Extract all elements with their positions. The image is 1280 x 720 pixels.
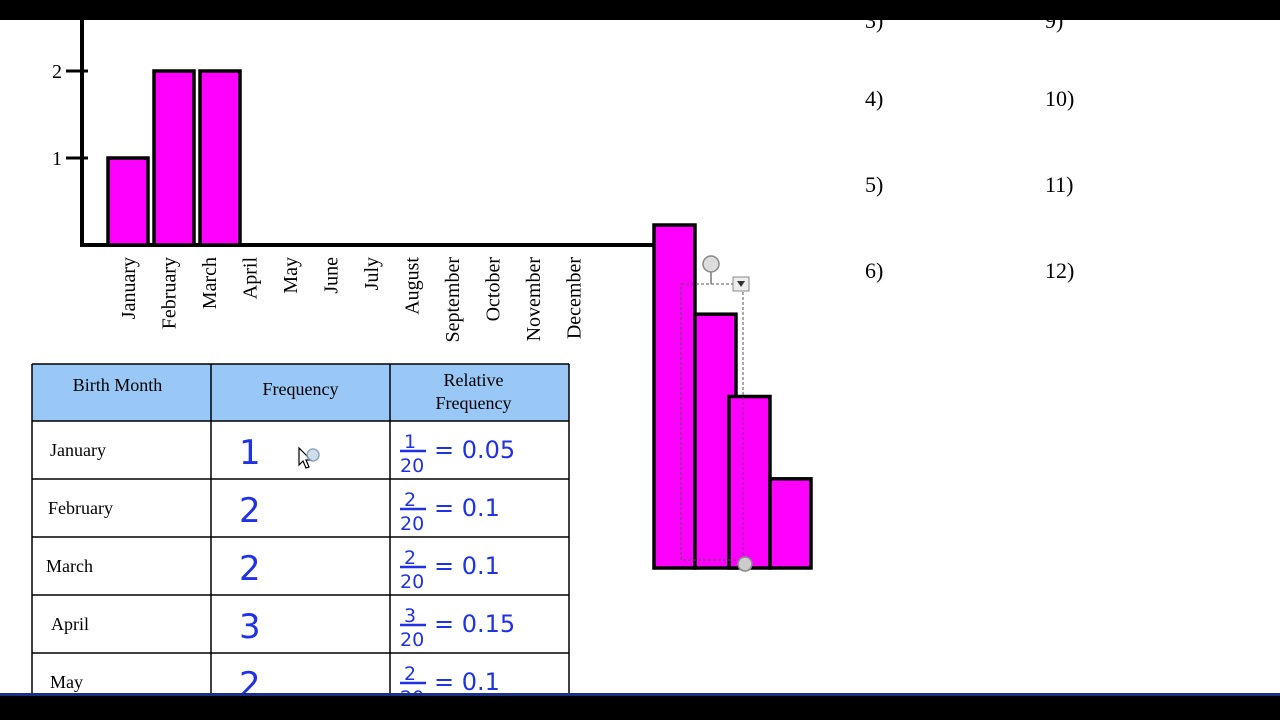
- bar-january[interactable]: [106, 156, 150, 247]
- cell-month: April: [51, 614, 89, 634]
- x-tick-label: May: [280, 257, 302, 294]
- cell-relative-value: = 0.1: [434, 552, 500, 580]
- menu-dropdown-button[interactable]: [732, 276, 750, 292]
- side-bars: [652, 223, 813, 570]
- bar-february[interactable]: [152, 69, 196, 247]
- table-header: [32, 364, 569, 421]
- x-tick-label: July: [361, 257, 383, 290]
- mouse-cursor-icon: [298, 446, 320, 469]
- cell-relative-numerator: 2: [404, 547, 416, 569]
- question-number: 12): [1045, 258, 1075, 283]
- cell-relative-value: = 0.05: [434, 436, 515, 464]
- cell-relative-numerator: 2: [404, 663, 416, 685]
- cell-frequency: 2: [239, 549, 261, 589]
- cell-relative-value: = 0.1: [434, 494, 500, 522]
- question-number: 3): [865, 20, 884, 33]
- cell-relative-denominator: 20: [400, 571, 424, 593]
- question-number: 11): [1045, 172, 1074, 197]
- x-tick-label: August: [402, 257, 424, 315]
- table-row: January 1 120= 0.05: [50, 431, 515, 477]
- cell-relative-numerator: 1: [404, 431, 416, 453]
- question-number: 10): [1045, 86, 1075, 111]
- table-row: March 2 220= 0.1: [46, 547, 500, 593]
- question-number: 4): [865, 86, 884, 111]
- cell-month: May: [50, 672, 83, 692]
- x-tick-label: September: [442, 257, 464, 343]
- table-row: May 2 2 20 = 0.1: [50, 663, 500, 695]
- cell-frequency: 1: [239, 433, 261, 473]
- cell-frequency: 2: [239, 491, 261, 531]
- header-frequency: Frequency: [263, 379, 339, 399]
- dropdown-arrow-icon: [737, 281, 745, 287]
- bottom-bar: [0, 693, 1280, 720]
- cell-relative-value: = 0.15: [434, 610, 515, 638]
- birth-month-bar-chart: 12 January February March April May June July A…: [52, 20, 660, 343]
- question-number: 9): [1045, 20, 1064, 33]
- selection-box: [680, 283, 744, 561]
- x-tick-label: April: [240, 257, 262, 300]
- selected-bar-group[interactable]: [640, 190, 820, 590]
- x-tick-label: January: [118, 257, 140, 319]
- table-row: April 3 320= 0.15: [51, 605, 515, 651]
- side-bar-1[interactable]: [652, 223, 697, 570]
- cell-relative-denominator: 20: [400, 687, 424, 695]
- question-number: 6): [865, 258, 884, 283]
- table-row: February 2 220= 0.1: [48, 489, 500, 535]
- resize-handle[interactable]: [737, 556, 753, 572]
- header-relative-frequency: Relative Frequency: [436, 370, 512, 413]
- cell-relative-denominator: 20: [400, 455, 424, 477]
- cell-frequency: 2: [239, 665, 261, 695]
- x-tick-label: November: [523, 257, 545, 342]
- cell-month: February: [48, 498, 113, 518]
- cell-relative-denominator: 20: [400, 629, 424, 651]
- y-tick-label: 2: [52, 61, 62, 83]
- cell-month: January: [50, 440, 106, 460]
- cell-relative-value: = 0.1: [434, 668, 500, 695]
- chart-bars: [106, 69, 242, 247]
- header-birth-month: Birth Month: [73, 375, 163, 395]
- x-tick-label: October: [483, 257, 505, 322]
- chart-y-tick-labels: 12: [52, 61, 62, 170]
- cell-month: March: [46, 556, 93, 576]
- side-bar-4[interactable]: [768, 477, 813, 570]
- x-tick-label: March: [199, 257, 221, 309]
- chart-x-tick-labels: January February March April May June July Augu…: [118, 257, 586, 343]
- question-number: 5): [865, 172, 884, 197]
- y-tick-label: 1: [52, 148, 62, 170]
- x-tick-label: February: [159, 257, 181, 329]
- cell-relative-denominator: 20: [400, 513, 424, 535]
- side-bar-3[interactable]: [727, 394, 772, 570]
- rotate-handle[interactable]: [702, 255, 720, 273]
- frequency-table: Birth Month Frequency Relative Frequency Jan…: [31, 363, 570, 695]
- x-tick-label: June: [321, 257, 343, 294]
- cell-frequency: 3: [239, 607, 261, 647]
- cell-relative-numerator: 2: [404, 489, 416, 511]
- bar-march[interactable]: [198, 69, 242, 247]
- x-tick-label: December: [564, 257, 586, 340]
- cell-relative-numerator: 3: [404, 605, 416, 627]
